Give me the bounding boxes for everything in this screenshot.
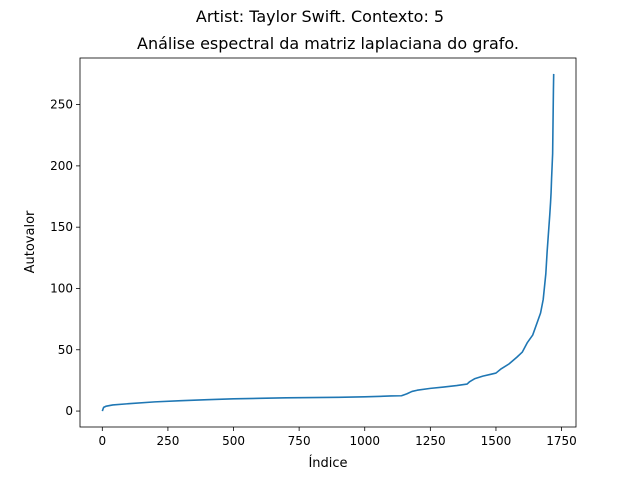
figure-suptitle: Artist: Taylor Swift. Contexto: 5 <box>195 7 445 26</box>
x-tick-label: 750 <box>288 434 311 448</box>
y-axis-ticks: 0 50 100 150 200 250 <box>50 98 80 418</box>
y-tick-label: 0 <box>65 404 73 418</box>
y-tick-label: 150 <box>50 220 73 234</box>
x-tick-label: 500 <box>222 434 245 448</box>
series-line-0 <box>101 73 555 412</box>
y-tick-label: 100 <box>50 281 73 295</box>
x-tick-label: 1000 <box>349 434 380 448</box>
x-axis-label: Índice <box>308 455 347 471</box>
chart-title: Análise espectral da matriz laplaciana d… <box>137 34 519 53</box>
x-tick-label: 1750 <box>546 434 577 448</box>
axes-frame <box>79 57 577 428</box>
y-tick-label: 200 <box>50 159 73 173</box>
x-axis-ticks: 0 250 500 750 1000 1250 1500 1750 <box>98 427 577 448</box>
y-axis-label: Autovalor <box>23 210 38 273</box>
x-tick-label: 0 <box>98 434 106 448</box>
y-tick-label: 250 <box>50 98 73 112</box>
plot-area <box>101 73 555 412</box>
x-tick-label: 1500 <box>481 434 512 448</box>
x-tick-label: 250 <box>156 434 179 448</box>
x-tick-label: 1250 <box>415 434 446 448</box>
y-tick-label: 50 <box>58 343 73 357</box>
